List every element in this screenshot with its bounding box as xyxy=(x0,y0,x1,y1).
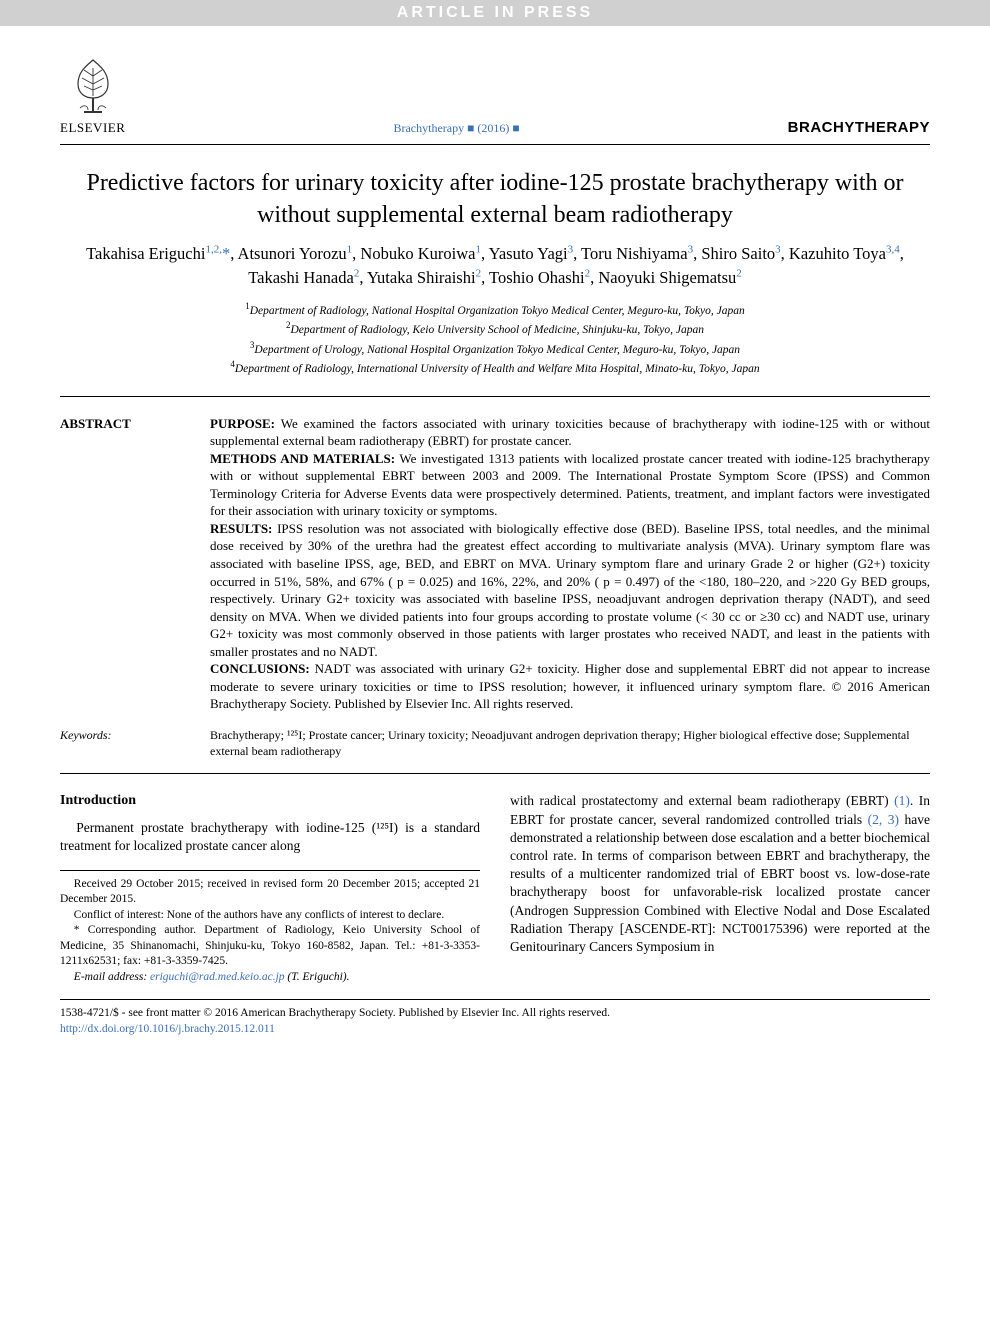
journal-name: BRACHYTHERAPY xyxy=(788,119,930,136)
abstract-label: ABSTRACT xyxy=(60,415,190,713)
keywords-block: Keywords: Brachytherapy; ¹²⁵I; Prostate … xyxy=(60,727,930,759)
header-row: ELSEVIER Brachytherapy ■ (2016) ■ BRACHY… xyxy=(0,26,990,144)
author-list: Takahisa Eriguchi1,2,*, Atsunori Yorozu1… xyxy=(70,242,920,290)
keywords-text: Brachytherapy; ¹²⁵I; Prostate cancer; Ur… xyxy=(210,727,930,759)
header-rule xyxy=(60,144,930,145)
received-note: Received 29 October 2015; received in re… xyxy=(60,877,480,908)
copyright-text: 1538-4721/$ - see front matter © 2016 Am… xyxy=(60,1006,930,1022)
journal-citation: Brachytherapy ■ (2016) ■ xyxy=(125,121,787,136)
methods-label: METHODS AND MATERIALS: xyxy=(210,451,395,466)
footnotes: Received 29 October 2015; received in re… xyxy=(60,870,480,986)
abstract-bottom-rule xyxy=(60,773,930,774)
abstract-block: ABSTRACT PURPOSE: We examined the factor… xyxy=(60,415,930,713)
purpose-text: We examined the factors associated with … xyxy=(210,416,930,449)
conclusions-text: NADT was associated with urinary G2+ tox… xyxy=(210,661,930,711)
left-column: Introduction Permanent prostate brachyth… xyxy=(60,792,480,985)
intro-text: have demonstrated a relationship between… xyxy=(510,812,930,955)
results-label: RESULTS: xyxy=(210,521,272,536)
abstract-top-rule xyxy=(60,396,930,397)
email-line: E-mail address: eriguchi@rad.med.keio.ac… xyxy=(60,970,480,986)
bottom-copyright: 1538-4721/$ - see front matter © 2016 Am… xyxy=(60,999,930,1037)
intro-para-1: Permanent prostate brachytherapy with io… xyxy=(60,819,480,855)
elsevier-tree-icon xyxy=(66,56,120,116)
article-in-press-banner: ARTICLE IN PRESS xyxy=(0,0,990,26)
coi-note: Conflict of interest: None of the author… xyxy=(60,908,480,924)
intro-para-2: with radical prostatectomy and external … xyxy=(510,792,930,956)
email-link[interactable]: eriguchi@rad.med.keio.ac.jp xyxy=(150,971,285,983)
purpose-label: PURPOSE: xyxy=(210,416,275,431)
doi-link[interactable]: http://dx.doi.org/10.1016/j.brachy.2015.… xyxy=(60,1023,275,1035)
article-title: Predictive factors for urinary toxicity … xyxy=(70,167,920,232)
keywords-label: Keywords: xyxy=(60,727,190,759)
publisher-block: ELSEVIER xyxy=(60,56,125,136)
right-column: with radical prostatectomy and external … xyxy=(510,792,930,985)
citation-1-link[interactable]: (1) xyxy=(894,793,910,808)
affiliation-list: 1Department of Radiology, National Hospi… xyxy=(70,300,920,378)
citation-2-3-link[interactable]: (2, 3) xyxy=(868,812,899,827)
publisher-name: ELSEVIER xyxy=(60,120,125,136)
abstract-body: PURPOSE: We examined the factors associa… xyxy=(210,415,930,713)
email-label: E-mail address: xyxy=(74,971,150,983)
results-text: IPSS resolution was not associated with … xyxy=(210,521,930,659)
body-columns: Introduction Permanent prostate brachyth… xyxy=(60,792,930,985)
introduction-heading: Introduction xyxy=(60,792,480,811)
email-suffix: (T. Eriguchi). xyxy=(285,971,350,983)
intro-text: with radical prostatectomy and external … xyxy=(510,793,894,808)
conclusions-label: CONCLUSIONS: xyxy=(210,661,310,676)
corresponding-author-note: * Corresponding author. Department of Ra… xyxy=(60,923,480,970)
